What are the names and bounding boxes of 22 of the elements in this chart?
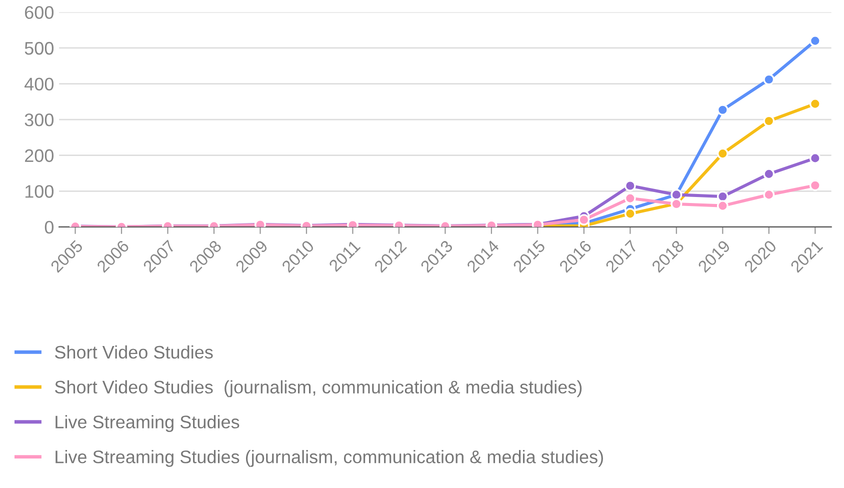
legend-label: Short Video Studies (journalism, communication & media studies) <box>54 380 582 398</box>
point <box>624 208 636 220</box>
point <box>716 148 728 160</box>
y-tick-label: 400 <box>24 78 54 90</box>
point <box>809 180 821 192</box>
y-tick-label: 600 <box>25 6 54 19</box>
y-tick-label: 200 <box>25 149 54 162</box>
legend-label: Live Streaming Studies (journalism, communication & media studies) <box>56 450 603 467</box>
y-tick-label: 300 <box>24 113 54 126</box>
point <box>624 180 636 192</box>
point <box>624 192 636 204</box>
point <box>578 214 590 226</box>
y-tick-label: 0 <box>44 220 54 234</box>
legend-label: Short Video Studies <box>54 345 213 359</box>
y-tick-label: 100 <box>25 185 54 198</box>
point <box>763 189 775 200</box>
legend-label: Live Streaming Studies <box>56 415 240 432</box>
y-tick-label: 500 <box>24 42 54 55</box>
point <box>809 152 821 164</box>
point <box>716 200 728 212</box>
point <box>809 35 821 47</box>
point <box>763 74 775 86</box>
